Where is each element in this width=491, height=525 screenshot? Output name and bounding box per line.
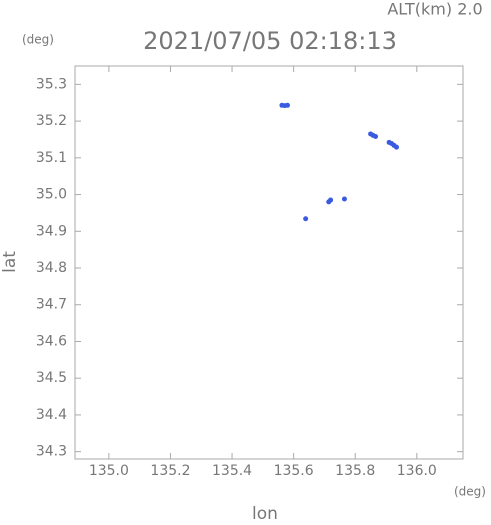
point — [303, 216, 309, 222]
y-tick-label: 35.1 — [36, 150, 67, 166]
y-tick-label: 34.6 — [36, 333, 67, 349]
point — [341, 196, 347, 202]
x-tick-label: 136.0 — [397, 463, 437, 479]
y-tick-label: 35.2 — [36, 113, 67, 129]
point — [284, 102, 290, 108]
y-axis-label: lat — [0, 251, 20, 273]
y-tick-label: 35.0 — [36, 187, 67, 203]
y-tick-label: 34.8 — [36, 260, 67, 276]
chart-title: 2021/07/05 02:18:13 — [143, 27, 397, 55]
chart-subtitle: ALT(km) 2.0 — [387, 0, 482, 19]
x-tick-label: 135.2 — [150, 463, 190, 479]
plot-frame — [74, 65, 464, 460]
point — [328, 197, 334, 203]
x-tick-label: 135.0 — [89, 463, 129, 479]
y-tick-label: 34.7 — [36, 297, 67, 313]
x-unit: (deg) — [454, 485, 486, 499]
x-tick-label: 135.6 — [274, 463, 314, 479]
x-axis-label: lon — [252, 504, 278, 521]
y-tick-label: 34.3 — [36, 444, 67, 460]
point — [393, 144, 399, 150]
y-tick-label: 35.3 — [36, 76, 67, 92]
y-tick-label: 34.5 — [36, 370, 67, 386]
y-unit: (deg) — [22, 33, 54, 47]
y-tick-label: 34.9 — [36, 223, 67, 239]
point — [373, 134, 379, 140]
x-tick-label: 135.4 — [212, 463, 252, 479]
y-tick-label: 34.4 — [36, 407, 67, 423]
x-tick-label: 135.8 — [335, 463, 375, 479]
